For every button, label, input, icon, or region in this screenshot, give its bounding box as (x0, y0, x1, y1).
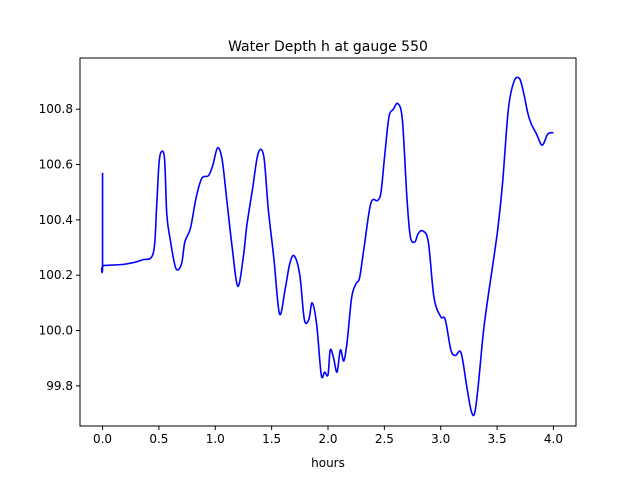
x-tick-label: 1.5 (262, 432, 281, 446)
x-tick-label: 2.0 (318, 432, 337, 446)
x-tick-label: 4.0 (544, 432, 563, 446)
y-tick-label: 100.4 (39, 213, 73, 227)
x-tick-label: 3.0 (431, 432, 450, 446)
x-tick-label: 0.5 (149, 432, 168, 446)
x-tick-label: 0.0 (93, 432, 112, 446)
series-line (100, 76, 554, 417)
x-tick-label: 3.5 (488, 432, 507, 446)
x-tick-label: 2.5 (375, 432, 394, 446)
y-tick-label: 100.0 (39, 324, 73, 338)
x-axis-label: hours (311, 456, 345, 470)
chart-title: Water Depth h at gauge 550 (228, 39, 428, 55)
plot-area (100, 76, 554, 417)
x-axis: 0.0 0.5 1.0 1.5 2.0 2.5 3.0 3.5 4.0 (93, 426, 563, 446)
y-tick-label: 100.8 (39, 102, 73, 116)
y-tick-label: 100.2 (39, 268, 73, 282)
y-axis: 99.8 100.0 100.2 100.4 100.6 100.8 (39, 102, 80, 393)
y-tick-label: 99.8 (46, 379, 73, 393)
plot-frame (79, 57, 577, 427)
x-tick-label: 1.0 (206, 432, 225, 446)
y-tick-label: 100.6 (39, 158, 73, 172)
